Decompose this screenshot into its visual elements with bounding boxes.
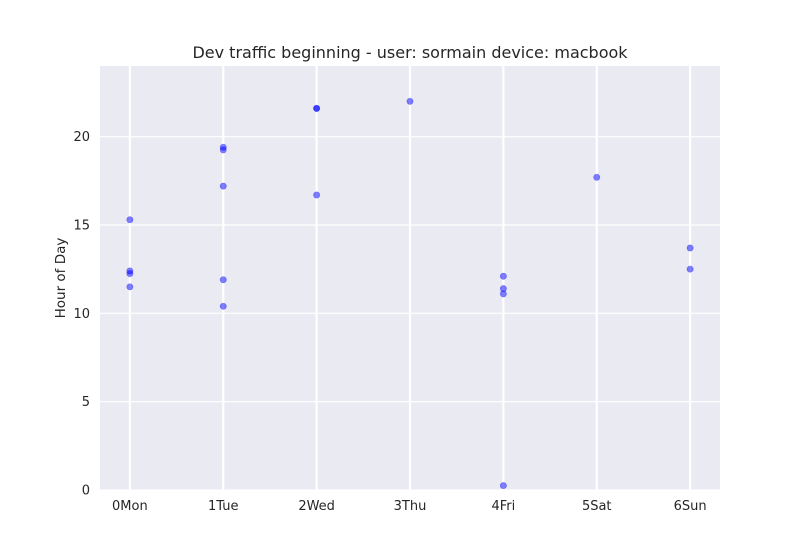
- data-point: [219, 146, 227, 154]
- x-tick-label: 3Thu: [394, 499, 427, 514]
- data-point: [406, 97, 414, 105]
- x-tick-labels: 0Mon 1Tue 2Wed 3Thu 4Fri 5Sat 6Sun: [112, 499, 707, 514]
- data-point: [126, 216, 134, 224]
- x-tick-label: 1Tue: [208, 499, 238, 514]
- data-point: [499, 272, 507, 280]
- x-tick-label: 4Fri: [491, 499, 515, 514]
- x-tick-label: 2Wed: [298, 499, 335, 514]
- x-tick-label: 6Sun: [674, 499, 707, 514]
- y-tick-label: 0: [82, 484, 90, 499]
- x-tick-label: 5Sat: [582, 499, 612, 514]
- y-tick-labels: 0 5 10 15 20: [73, 130, 90, 498]
- y-axis-label: Hour of Day: [53, 238, 69, 319]
- data-point: [499, 482, 507, 490]
- data-point: [686, 265, 694, 273]
- data-point: [219, 182, 227, 190]
- data-point: [313, 104, 321, 112]
- data-point: [126, 283, 134, 291]
- chart-title: Dev traffic beginning - user: sormain de…: [192, 43, 628, 62]
- y-tick-label: 20: [73, 130, 90, 145]
- data-point: [499, 290, 507, 298]
- data-points: [126, 97, 694, 490]
- data-point: [686, 244, 694, 252]
- data-point: [313, 191, 321, 199]
- data-point: [219, 276, 227, 284]
- x-tick-label: 0Mon: [112, 499, 148, 514]
- data-point: [126, 270, 134, 278]
- data-point: [219, 302, 227, 310]
- y-tick-label: 10: [73, 307, 90, 322]
- y-tick-label: 15: [73, 219, 90, 234]
- y-tick-label: 5: [82, 395, 90, 410]
- data-point: [593, 173, 601, 181]
